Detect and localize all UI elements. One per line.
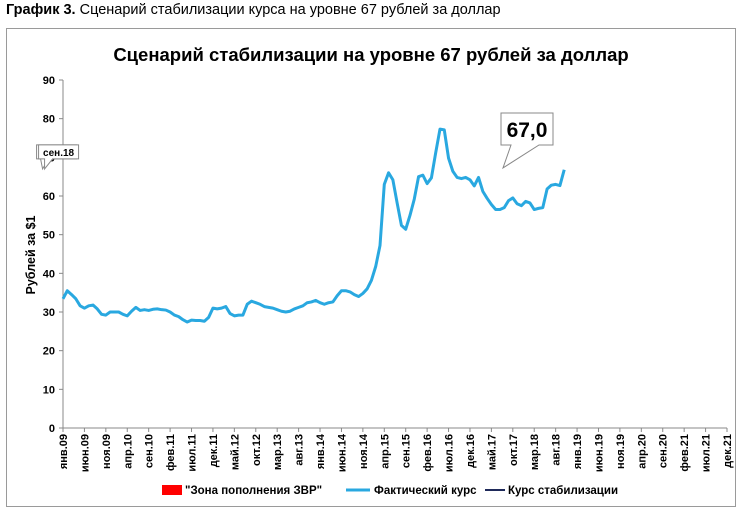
x-tick-label: апр.20 [636,434,648,469]
y-tick-label: 90 [43,75,55,87]
figure-caption: График 3. Сценарий стабилизации курса на… [6,2,501,18]
x-tick-label: май.17 [486,434,498,470]
y-tick-label: 10 [43,384,55,396]
level-callout-label: 67,0 [507,119,548,142]
x-tick-label: сен.20 [658,434,670,468]
chart-title: Сценарий стабилизации на уровне 67 рубле… [113,44,628,65]
x-tick-label: дек.16 [465,434,477,468]
x-tick-label: фев.11 [165,434,177,471]
x-tick-label: авг.18 [551,434,563,466]
caption-text: Сценарий стабилизации курса на уровне 67… [75,2,501,18]
y-axis-label: Рублей за $1 [24,215,38,294]
level-callout-box [500,112,554,170]
legend-zone-swatch [162,485,182,495]
x-tick-label: фев.21 [679,434,691,472]
x-tick-label: апр.10 [122,434,134,469]
y-tick-label: 60 [43,191,55,203]
x-tick-label: дек.11 [208,434,220,467]
x-tick-label: дек.21 [722,434,734,468]
actual-rate-line [61,127,566,324]
x-tick-label: июн.14 [336,433,348,472]
y-tick-label: 50 [43,230,55,242]
y-tick-label: 80 [43,114,55,126]
x-tick-label: ноя.09 [101,434,113,469]
x-tick-label: окт.17 [508,434,520,466]
x-tick-label: янв.14 [315,433,327,469]
y-tick-label: 20 [43,346,55,358]
axes: 0102030405060708090янв.09июн.09ноя.09апр… [43,75,734,472]
y-tick-label: 40 [43,268,55,280]
x-tick-label: июл.16 [444,434,456,472]
legend-actual-label: Фактический курс [374,485,477,497]
x-tick-label: май.12 [229,434,241,470]
x-tick-label: июл.11 [187,434,199,472]
x-tick-label: ноя.19 [615,434,627,469]
legend-zone-label: "Зона пополнения ЗВР" [185,485,322,497]
x-tick-label: июн.09 [79,434,91,472]
x-tick-label: фев.16 [422,434,434,472]
end-callout-label: сен.18 [43,148,75,159]
legend: "Зона пополнения ЗВР" Фактический курс Кур… [162,485,618,497]
y-tick-label: 30 [43,307,55,319]
y-tick-label: 0 [49,423,55,435]
chart-frame [6,28,736,507]
series-layer [61,127,566,324]
end-callout-box [38,144,80,171]
x-tick-label: мар.13 [272,434,284,470]
x-tick-label: янв.09 [58,434,70,469]
x-tick-label: апр.15 [379,434,391,469]
caption-number: График 3. [6,2,76,18]
x-tick-label: июн.19 [593,434,605,472]
x-tick-label: ноя.14 [358,433,370,469]
x-tick-label: мар.18 [529,434,541,470]
x-tick-label: сен.15 [401,434,413,468]
x-tick-label: авг.13 [294,434,306,466]
x-tick-label: янв.19 [572,434,584,469]
x-tick-label: окт.12 [251,434,263,466]
legend-stabilization-label: Курс стабилизации [508,485,618,497]
x-tick-label: сен.10 [144,434,156,468]
x-tick-label: июл.21 [701,434,713,472]
